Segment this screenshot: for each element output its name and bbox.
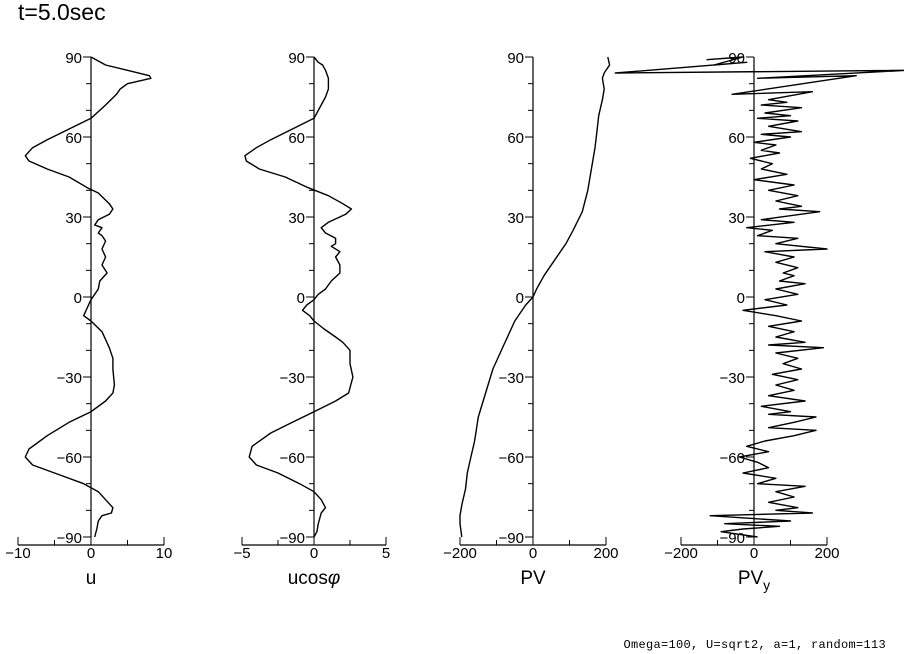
y-tick-label: 60 — [65, 130, 82, 147]
panel-1: −90 −60 −30 0 30 60 90 −10 0 10 u — [5, 50, 172, 589]
y-tick-label: 60 — [507, 130, 524, 147]
x-axis-label: PVy — [738, 568, 770, 593]
x-tick-label: 0 — [310, 545, 318, 562]
y-tick-label: −60 — [57, 450, 82, 467]
y-tick-label: −60 — [720, 450, 745, 467]
y-tick-label: 90 — [65, 50, 82, 67]
y-tick-label: −60 — [499, 450, 524, 467]
x-tick-label: −10 — [5, 545, 30, 562]
y-tick-label: 30 — [65, 210, 82, 227]
x-tick-label: 5 — [382, 545, 390, 562]
y-tick-label: 60 — [728, 130, 745, 147]
y-tick-label: 60 — [288, 130, 305, 147]
y-tick-label: −90 — [499, 530, 524, 547]
series-line-ucos — [244, 56, 354, 538]
figure-title: t=5.0sec — [18, 0, 106, 25]
x-tick-label: 200 — [593, 545, 618, 562]
x-tick-label: −200 — [664, 545, 698, 562]
y-tick-label: −30 — [720, 370, 745, 387]
panel-3: −90 −60 −30 0 30 60 90 −200 0 200 PV — [443, 50, 618, 589]
y-tick-label: −90 — [280, 530, 305, 547]
series-line-pv — [459, 56, 611, 538]
series-line-pvy — [614, 56, 904, 538]
y-tick-label: 0 — [74, 290, 82, 307]
y-tick-label: −90 — [57, 530, 82, 547]
x-tick-label: 0 — [750, 545, 758, 562]
footnote: Omega=100, U=sqrt2, a=1, random=113 — [623, 638, 886, 652]
y-tick-label: 90 — [507, 50, 524, 67]
y-tick-label: −60 — [280, 450, 305, 467]
x-tick-label: −200 — [443, 545, 477, 562]
y-tick-label: 30 — [288, 210, 305, 227]
y-tick-label: 90 — [288, 50, 305, 67]
panel-2: −90 −60 −30 0 30 60 90 −5 0 5 ucosφ — [233, 50, 390, 589]
x-axis-label: u — [86, 568, 97, 589]
series-line-u — [24, 56, 152, 538]
y-tick-label: 30 — [507, 210, 524, 227]
y-tick-label: 0 — [737, 290, 745, 307]
x-tick-label: 0 — [87, 545, 95, 562]
y-tick-label: −30 — [280, 370, 305, 387]
y-tick-label: 0 — [516, 290, 524, 307]
y-tick-label: 30 — [728, 210, 745, 227]
x-tick-label: −5 — [233, 545, 250, 562]
y-tick-label: −30 — [499, 370, 524, 387]
x-tick-label: 10 — [156, 545, 173, 562]
x-tick-label: 0 — [529, 545, 537, 562]
x-tick-label: 200 — [814, 545, 839, 562]
x-axis-label: PV — [520, 568, 546, 589]
y-tick-label: 0 — [297, 290, 305, 307]
x-axis-label: ucosφ — [288, 568, 341, 589]
y-tick-label: −30 — [57, 370, 82, 387]
